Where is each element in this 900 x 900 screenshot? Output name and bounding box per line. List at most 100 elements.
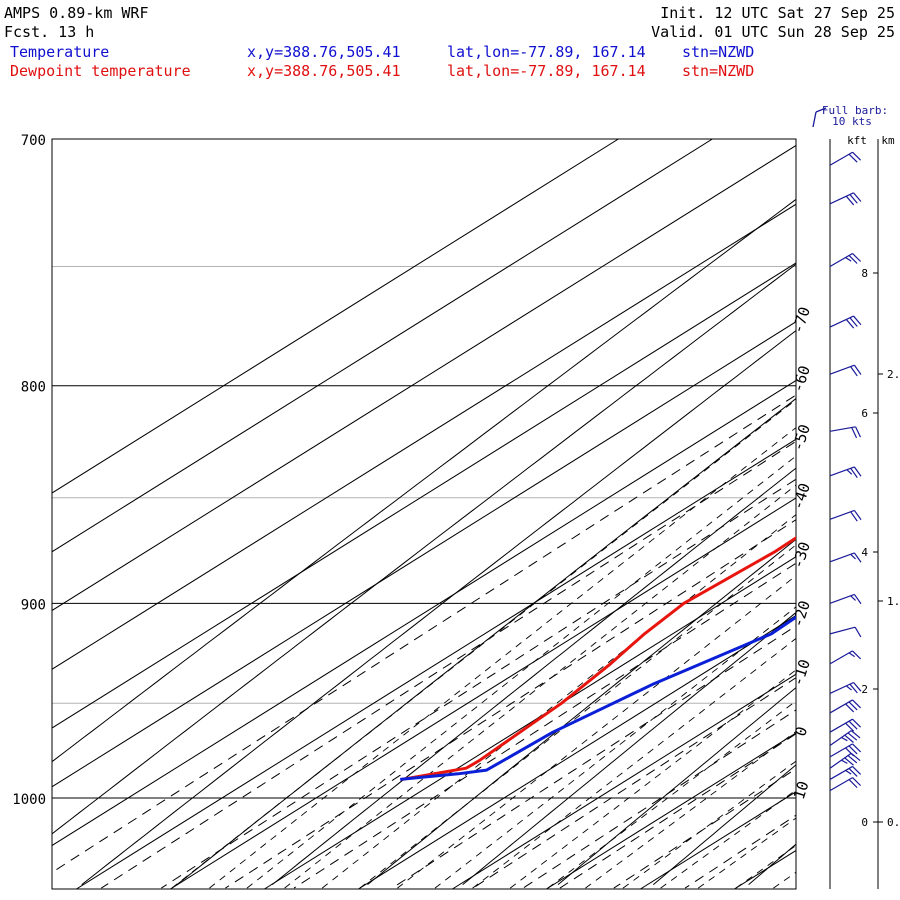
barb-legend-line1: Full barb:: [822, 104, 888, 117]
barb-feather: [853, 682, 862, 692]
barb-feather: [845, 703, 855, 713]
barb-shaft: [829, 626, 856, 635]
wind-barb: [829, 650, 862, 665]
moist-adiabat-line: [359, 544, 796, 889]
wind-barbs: [829, 151, 862, 792]
barb-shaft: [829, 552, 855, 563]
barb-shaft: [829, 509, 855, 520]
barb-shaft: [829, 765, 853, 780]
barb-feather: [850, 553, 856, 560]
pressure-label: 700: [21, 133, 46, 149]
barb-feather: [848, 745, 858, 755]
mixing-ratio-line: [293, 562, 796, 889]
kft-tick-label: 4: [861, 546, 868, 559]
kft-tick-label: 6: [861, 407, 868, 420]
dry-adiabat-line: [462, 611, 796, 885]
barb-feather: [852, 650, 862, 660]
axis-labels: 7008009001000-70-60-50-40-30-20-10010220…: [12, 133, 814, 808]
moist-adiabat-line: [547, 700, 796, 889]
barb-legend-flag-icon: [815, 107, 827, 113]
barb-feather: [853, 594, 862, 605]
km-tick-label: 0.: [887, 816, 900, 829]
isotherm-line: [546, 732, 796, 889]
barb-feather: [853, 192, 862, 202]
barb-feather: [847, 755, 858, 764]
temperature-xy: x,y=388.76,505.41: [247, 43, 401, 61]
isotherm-line: [52, 379, 796, 847]
barb-shaft: [829, 718, 853, 733]
dry-adiabat-line: [652, 764, 796, 885]
kft-tick-label: 2: [861, 683, 868, 696]
isotherm-line: [76, 438, 796, 889]
temperature-tick-label: -10: [788, 657, 813, 688]
kft-tick-label: 0: [861, 816, 868, 829]
barb-shaft: [829, 699, 853, 714]
wind-barb: [829, 426, 862, 439]
temperature-tick-label: 10: [790, 779, 813, 802]
barb-feather: [841, 736, 848, 742]
moist-adiabat-line: [246, 455, 796, 889]
barb-shaft: [829, 743, 853, 758]
wind-barb: [829, 699, 862, 714]
wind-barb: [829, 730, 861, 747]
barb-feather: [852, 718, 862, 728]
wind-barb: [829, 743, 862, 758]
wind-barb: [829, 626, 862, 638]
barb-feather: [849, 683, 858, 694]
isotherm-line: [452, 673, 796, 889]
barb-feather: [849, 194, 858, 204]
barb-feather: [848, 153, 858, 163]
wind-barb: [829, 552, 862, 563]
barb-feather: [851, 427, 858, 439]
barb-feather: [852, 766, 862, 775]
isotherm-line: [358, 614, 796, 889]
wind-barb: [829, 777, 862, 792]
barb-shaft: [829, 151, 853, 166]
mixing-ratio-lines: [52, 394, 796, 889]
barb-feather: [853, 364, 862, 375]
barb-feather: [848, 255, 858, 264]
barb-feather: [845, 195, 855, 206]
pressure-label: 900: [21, 597, 46, 613]
isotherm-line: [828, 139, 900, 889]
dry-adiabat-line: [176, 397, 796, 885]
mixing-ratio-line: [52, 394, 796, 874]
barb-shaft: [829, 593, 855, 604]
dry-adiabat-line: [557, 686, 796, 885]
background-lines: [52, 139, 900, 889]
barb-feather: [847, 732, 858, 741]
wind-barb: [829, 593, 862, 605]
isotherm-line: [52, 262, 796, 729]
barb-shaft: [829, 252, 853, 267]
temperature-tick-label: -30: [788, 540, 813, 571]
km-tick-label: 2.: [887, 368, 900, 381]
isotherm-line: [170, 497, 796, 889]
pressure-label: 800: [21, 380, 46, 396]
kft-tick-label: 8: [861, 267, 868, 280]
moist-adiabat-line: [735, 844, 796, 889]
moist-adiabats: [171, 399, 796, 889]
wind-barb: [829, 364, 862, 377]
barb-shaft: [829, 364, 855, 375]
barb-feather: [853, 552, 862, 563]
isotherm-line: [52, 203, 796, 670]
isotherm-line: [52, 139, 713, 553]
temperature-line: [400, 615, 796, 781]
moist-adiabat-line: [397, 575, 796, 889]
barb-feather: [854, 626, 862, 638]
wind-barb: [829, 718, 862, 733]
moist-adiabat-line: [284, 484, 796, 889]
barb-feather: [841, 759, 848, 764]
wind-barb: [829, 151, 862, 166]
dry-adiabat-line: [52, 263, 796, 835]
barb-feather: [848, 652, 855, 658]
dewpoint-line: [401, 536, 796, 781]
isotherms: [52, 139, 900, 889]
barb-shaft: [829, 752, 852, 769]
moist-adiabat-line: [434, 606, 796, 889]
barb-shaft: [829, 192, 854, 205]
temperature-tick-label: -40: [788, 481, 813, 512]
barb-feather: [850, 595, 856, 601]
dewpoint-station: stn=NZWD: [682, 62, 754, 80]
mixing-ratio-line: [613, 768, 796, 889]
